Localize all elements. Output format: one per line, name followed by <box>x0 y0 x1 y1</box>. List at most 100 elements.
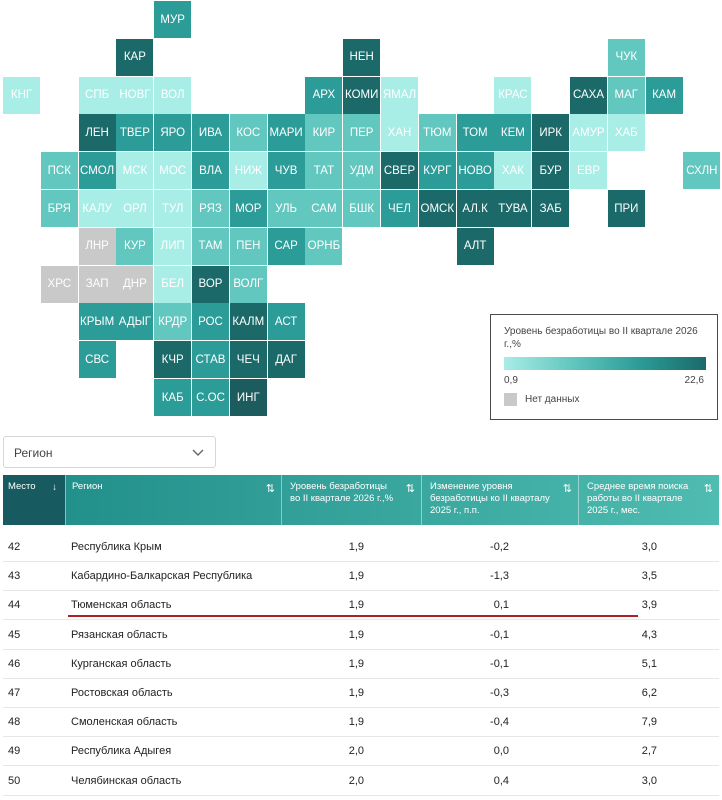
region-select[interactable]: Регион <box>3 436 216 468</box>
map-cell-region[interactable]: ХАН <box>381 114 418 152</box>
map-cell-region[interactable]: ТОМ <box>456 114 494 152</box>
map-cell-region[interactable]: СМОЛ <box>78 152 116 190</box>
map-cell-region[interactable]: СТАВ <box>192 341 229 379</box>
map-cell-region[interactable]: АЛТ <box>456 227 494 265</box>
map-cell-region[interactable]: СВС <box>78 341 116 379</box>
map-cell-region[interactable]: СПБ <box>78 76 116 114</box>
map-cell-region[interactable]: КРЫМ <box>78 303 116 341</box>
map-cell-region[interactable]: КРАС <box>494 76 532 114</box>
map-cell-region[interactable]: ОМСК <box>418 190 456 227</box>
map-cell-region[interactable]: МАРИ <box>267 114 305 152</box>
map-cell-region[interactable]: ЗАП <box>78 265 116 303</box>
map-cell-region[interactable]: АМУР <box>570 114 607 152</box>
map-cell-region[interactable]: ХАБ <box>607 114 645 152</box>
map-cell-region[interactable]: ТЮМ <box>418 114 456 152</box>
map-cell-region[interactable]: ИНГ <box>228 378 268 417</box>
map-cell-region[interactable]: КАЛУ <box>78 190 116 227</box>
map-cell-region[interactable]: КАР <box>116 38 154 76</box>
map-cell-region[interactable]: САХА <box>570 76 607 114</box>
map-cell-region[interactable]: ТАТ <box>305 152 343 190</box>
map-cell-region[interactable]: КУР <box>116 227 154 265</box>
map-cell-region[interactable]: КУРГ <box>418 152 456 190</box>
map-cell-region[interactable]: КЧР <box>154 341 192 379</box>
table-row[interactable]: 42 Республика Крым 1,9 -0,2 3,0 <box>3 533 719 562</box>
map-cell-region[interactable]: ТВЕР <box>116 114 154 152</box>
map-cell-region[interactable]: МСК <box>116 152 154 190</box>
map-cell-region[interactable]: ЛИП <box>154 227 192 265</box>
map-cell-region[interactable]: КИР <box>305 114 343 152</box>
map-cell-region[interactable]: ОРНБ <box>305 227 343 265</box>
map-cell-region[interactable]: ЛНР <box>78 227 116 265</box>
map-cell-region[interactable]: КОМИ <box>343 76 381 114</box>
map-cell-region[interactable]: ПРИ <box>607 190 645 227</box>
map-cell-region[interactable]: ТУЛ <box>154 190 192 227</box>
map-cell-region[interactable]: САМ <box>305 190 343 227</box>
map-cell-region[interactable]: БУР <box>532 152 570 190</box>
table-row[interactable]: 47 Ростовская область 1,9 -0,3 6,2 <box>3 679 719 708</box>
map-cell-region[interactable]: ИВА <box>192 114 229 152</box>
table-row[interactable]: 46 Курганская область 1,9 -0,1 5,1 <box>3 650 719 679</box>
map-cell-region[interactable]: МОС <box>154 152 192 190</box>
map-cell-region[interactable]: ЧЕЧ <box>229 341 267 379</box>
table-row[interactable]: 50 Челябинская область 2,0 0,4 3,0 <box>3 767 719 796</box>
column-header-time[interactable]: Среднее время поиска работы во II кварта… <box>578 475 719 525</box>
map-cell-region[interactable]: ПСК <box>40 152 78 190</box>
map-cell-region[interactable]: ДНР <box>116 265 154 303</box>
map-cell-region[interactable]: ЕВР <box>570 152 607 190</box>
map-cell-region[interactable]: ТУВА <box>494 190 532 227</box>
column-header-change[interactable]: Изменение уровня безработицы ко II кварт… <box>421 475 578 525</box>
map-cell-region[interactable]: ВЛА <box>192 152 229 190</box>
map-cell-region[interactable]: ЛЕН <box>78 114 116 152</box>
map-cell-region[interactable]: РЯЗ <box>192 190 229 227</box>
map-cell-region[interactable]: С.ОС <box>192 379 229 416</box>
map-cell-region[interactable]: КНГ <box>3 76 40 114</box>
map-cell-region[interactable]: ЗАБ <box>532 190 570 227</box>
map-cell-region[interactable]: НОВГ <box>116 76 154 114</box>
map-cell-region[interactable]: ЯРО <box>154 114 192 152</box>
map-cell-region[interactable]: ХРС <box>40 265 78 303</box>
map-cell-region[interactable]: ПЕР <box>343 114 381 152</box>
map-cell-region[interactable]: БЕЛ <box>154 265 192 303</box>
map-cell-region[interactable]: АДЫГ <box>116 303 154 341</box>
map-cell-region[interactable]: МОР <box>229 190 267 227</box>
map-cell-region[interactable]: ИРК <box>532 114 570 152</box>
map-cell-region[interactable]: ХАК <box>494 152 532 190</box>
map-cell-region[interactable]: НОВО <box>456 152 494 190</box>
map-cell-region[interactable]: ПЕН <box>229 227 267 265</box>
map-cell-region[interactable]: САР <box>267 227 305 265</box>
map-cell-region[interactable]: КОС <box>229 114 267 152</box>
map-cell-region[interactable]: КЕМ <box>494 114 532 152</box>
map-cell-region[interactable]: БШК <box>343 190 381 227</box>
map-cell-region[interactable]: ОРЛ <box>116 190 154 227</box>
map-cell-region[interactable]: ВОР <box>192 265 229 303</box>
map-cell-region[interactable]: ТАМ <box>192 227 229 265</box>
map-cell-region[interactable]: ДАГ <box>267 341 305 379</box>
map-cell-region[interactable]: КРДР <box>154 303 192 341</box>
map-cell-region[interactable]: КАМ <box>645 76 683 114</box>
map-cell-region[interactable]: ЧУВ <box>267 152 305 190</box>
table-row[interactable]: 48 Смоленская область 1,9 -0,4 7,9 <box>3 708 719 738</box>
table-row[interactable]: 45 Рязанская область 1,9 -0,1 4,3 <box>3 621 719 650</box>
map-cell-region[interactable]: НЕН <box>343 38 381 76</box>
column-header-rate[interactable]: Уровень безработицы во II квартале 2026 … <box>281 475 421 525</box>
map-cell-region[interactable]: ВОЛГ <box>229 265 267 303</box>
map-cell-region[interactable]: КАЛМ <box>229 303 267 341</box>
map-cell-region[interactable]: ЧЕЛ <box>381 190 418 227</box>
map-cell-region[interactable]: АРХ <box>305 76 343 114</box>
map-cell-region[interactable]: СХЛН <box>683 152 721 190</box>
column-header-region[interactable]: Регион ⇅ <box>65 475 281 525</box>
column-header-rank[interactable]: Место ↓ <box>3 475 65 525</box>
map-cell-region[interactable]: БРЯ <box>40 190 78 227</box>
map-cell-region[interactable]: УДМ <box>343 152 381 190</box>
map-cell-region[interactable]: РОС <box>192 303 229 341</box>
table-row[interactable]: 44 Тюменская область 1,9 0,1 3,9 <box>3 591 719 621</box>
map-cell-region[interactable]: УЛЬ <box>267 190 305 227</box>
map-cell-region[interactable]: МАГ <box>607 76 645 114</box>
map-cell-region[interactable]: АЛ.К <box>456 190 494 227</box>
table-row[interactable]: 49 Республика Адыгея 2,0 0,0 2,7 <box>3 737 719 767</box>
map-cell-region[interactable]: АСТ <box>267 303 305 341</box>
map-cell-region[interactable]: ЧУК <box>607 38 645 76</box>
table-row[interactable]: 43 Кабардино-Балкарская Республика 1,9 -1,3… <box>3 562 719 592</box>
map-cell-region[interactable]: КАБ <box>154 379 192 416</box>
map-cell-region[interactable]: ЯМАЛ <box>381 76 418 114</box>
